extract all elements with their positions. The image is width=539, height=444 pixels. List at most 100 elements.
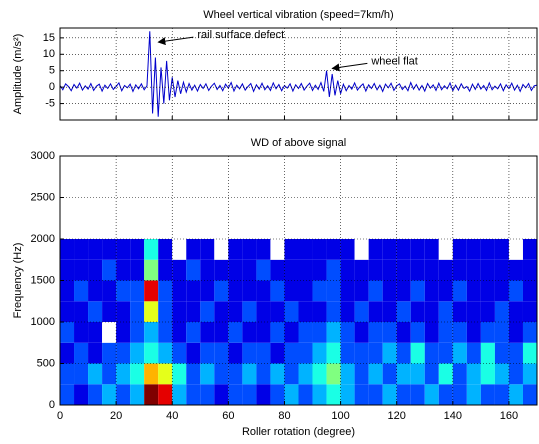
heat-cell bbox=[102, 239, 117, 260]
heat-cell bbox=[522, 301, 537, 322]
heat-cell bbox=[424, 259, 439, 281]
heat-cell bbox=[186, 259, 201, 281]
heat-cell bbox=[452, 280, 467, 302]
heat-cell bbox=[438, 342, 453, 364]
heat-cell bbox=[452, 322, 467, 343]
y-tick-label: -5 bbox=[45, 97, 55, 109]
heat-cell bbox=[242, 363, 257, 385]
heat-cell bbox=[424, 363, 439, 385]
heat-cell bbox=[494, 239, 509, 260]
heat-cell bbox=[200, 384, 215, 405]
heat-cell bbox=[494, 342, 509, 364]
heat-cell bbox=[508, 301, 523, 322]
heat-cell bbox=[102, 363, 117, 385]
heat-cell bbox=[158, 280, 173, 302]
heat-cell bbox=[242, 259, 257, 281]
heat-cell bbox=[200, 363, 215, 385]
heat-cell bbox=[424, 384, 439, 405]
heat-cell bbox=[410, 259, 425, 281]
heat-cell bbox=[102, 322, 117, 343]
heat-cell bbox=[144, 301, 159, 322]
heat-cell bbox=[396, 239, 411, 260]
heat-cell bbox=[368, 259, 383, 281]
heat-cell bbox=[312, 322, 327, 343]
heat-cell bbox=[116, 363, 131, 385]
chart-title: WD of above signal bbox=[251, 137, 346, 149]
y-tick-label: 0 bbox=[49, 399, 55, 411]
heat-cell bbox=[396, 259, 411, 281]
heat-cell bbox=[256, 259, 271, 281]
heat-cell bbox=[74, 301, 89, 322]
heat-cell bbox=[214, 363, 229, 385]
heat-cell bbox=[284, 342, 299, 364]
heat-cell bbox=[116, 301, 131, 322]
heat-cell bbox=[396, 363, 411, 385]
heat-cell bbox=[270, 239, 285, 260]
heat-cell bbox=[228, 322, 243, 343]
heat-cell bbox=[522, 259, 537, 281]
heat-cell bbox=[508, 322, 523, 343]
x-axis-label: Roller rotation (degree) bbox=[242, 426, 355, 438]
heat-cell bbox=[88, 363, 103, 385]
heat-cell bbox=[382, 301, 397, 322]
heat-cell bbox=[228, 301, 243, 322]
heat-cell bbox=[60, 363, 75, 385]
heat-cell bbox=[368, 280, 383, 302]
heat-cell bbox=[172, 363, 187, 385]
heat-cell bbox=[396, 280, 411, 302]
heat-cell bbox=[144, 363, 159, 385]
heat-cell bbox=[172, 239, 187, 260]
y-tick-label: 500 bbox=[37, 357, 55, 369]
heat-cell bbox=[466, 280, 481, 302]
heat-cell bbox=[60, 239, 75, 260]
axes-frame bbox=[59, 27, 538, 121]
heat-cell bbox=[466, 322, 481, 343]
heat-cell bbox=[494, 384, 509, 405]
heat-cell bbox=[480, 322, 495, 343]
heat-cell bbox=[438, 301, 453, 322]
y-axis-label: Frequency (Hz) bbox=[12, 243, 24, 319]
x-tick-label: 120 bbox=[388, 410, 406, 422]
y-tick-label: 1000 bbox=[31, 316, 55, 328]
heat-cell bbox=[256, 322, 271, 343]
heat-cell bbox=[452, 342, 467, 364]
heat-cell bbox=[284, 259, 299, 281]
heat-cell bbox=[298, 322, 313, 343]
heat-cell bbox=[228, 363, 243, 385]
heat-cell bbox=[214, 239, 229, 260]
heat-cell bbox=[256, 280, 271, 302]
heat-cell bbox=[144, 384, 159, 405]
heat-cell bbox=[130, 322, 145, 343]
heat-cell bbox=[522, 363, 537, 385]
heat-cell bbox=[60, 280, 75, 302]
heat-cell bbox=[438, 363, 453, 385]
heat-cell bbox=[312, 342, 327, 364]
annotation-arrow bbox=[157, 36, 194, 46]
heat-cell bbox=[508, 280, 523, 302]
heat-cell bbox=[494, 280, 509, 302]
heat-cell bbox=[144, 239, 159, 260]
heat-cell bbox=[158, 384, 173, 405]
heat-cell bbox=[494, 259, 509, 281]
heat-cell bbox=[242, 322, 257, 343]
heat-cell bbox=[186, 363, 201, 385]
signal-line bbox=[60, 31, 537, 117]
heat-cell bbox=[144, 322, 159, 343]
heat-cell bbox=[382, 322, 397, 343]
plot-area bbox=[60, 31, 537, 117]
heat-cell bbox=[298, 301, 313, 322]
heat-cell bbox=[410, 342, 425, 364]
heat-cell bbox=[88, 342, 103, 364]
heat-cell bbox=[424, 322, 439, 343]
heat-cell bbox=[242, 384, 257, 405]
heat-cell bbox=[466, 363, 481, 385]
heat-cell bbox=[340, 301, 355, 322]
heat-cell bbox=[452, 301, 467, 322]
heat-cell bbox=[522, 384, 537, 405]
heat-cell bbox=[326, 239, 341, 260]
heat-cell bbox=[88, 384, 103, 405]
x-tick-label: 100 bbox=[331, 410, 349, 422]
heat-cell bbox=[214, 301, 229, 322]
